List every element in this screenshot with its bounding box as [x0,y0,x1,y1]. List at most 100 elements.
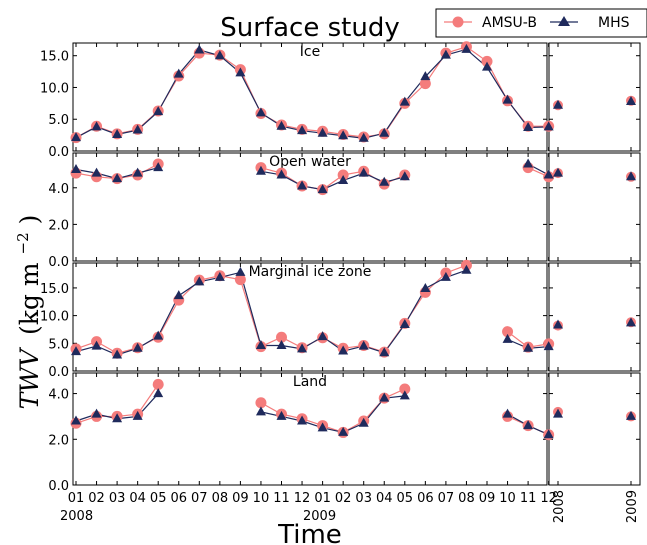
amsu-b-point [234,274,246,286]
mhs-point [523,420,534,430]
side-mhs-point [553,408,563,418]
panel-label: Ice [300,44,320,60]
panel-marginal-ice-zone: 0.0 5.0 10.0 15.0 Marginal ice zone [40,259,641,380]
mhs-point [461,264,472,274]
x-tick-label: 06 [170,491,187,506]
panel-label: Marginal ice zone [249,264,372,280]
mhs-point [132,410,143,420]
mhs-point [523,342,534,352]
x-tick-label: 04 [129,491,146,506]
panel-label: Land [293,374,327,390]
side-x-tick-label: 2009 [625,490,640,523]
side-panel-frame [548,262,641,372]
panel-land: 0.0 2.0 4.0 Land [48,372,641,494]
mhs-point [358,132,369,142]
mhs-point [297,415,308,425]
y-tick-label: 10.0 [40,81,69,96]
mhs-point [276,410,287,420]
mhs-point [112,349,123,359]
x-tick-label: 11 [520,491,537,506]
side-panel-frame [548,372,641,486]
mhs-point [379,392,390,402]
amsu-b-point [481,55,493,67]
x-tick-label: 02 [335,491,352,506]
y-tick-label: 5.0 [48,337,69,352]
year-label-2008: 2008 [60,509,93,524]
mhs-point [338,426,349,436]
mhs-point [276,169,287,179]
amsu-b-point [419,78,431,90]
y-axis-label-close: ) [15,215,44,225]
year-label-2009: 2009 [303,509,336,524]
mhs-point [71,346,81,356]
mhs-point [235,266,246,276]
amsu-b-point [502,326,514,338]
mhs-point [255,340,266,350]
x-tick-label: 03 [355,491,372,506]
x-tick-label: 09 [232,491,249,506]
x-tick-label: 05 [397,491,414,506]
side-mhs-point [553,99,563,109]
mhs-point [132,124,143,134]
panels: 0.0 5.0 10.0 15.0 Ice 0.0 2.0 4.0 Open water 0.0 5… [40,41,641,494]
legend: AMSU-B MHS [435,8,647,38]
mhs-point [255,107,266,117]
mhs-point [543,169,554,179]
panel-ice: 0.0 5.0 10.0 15.0 Ice [40,41,641,160]
mhs-point [399,171,410,181]
legend-marker-amsu [452,16,464,28]
mhs-point [543,429,554,439]
mhs-point [71,415,81,425]
mhs-point [420,282,431,292]
y-tick-label: 2.0 [48,433,69,448]
x-tick-label: 12 [294,491,311,506]
mhs-point [317,184,328,194]
mhs-point [91,121,102,131]
mhs-point [482,61,492,71]
mhs-point [399,96,410,106]
mhs-point [502,333,513,343]
y-tick-label: 0.0 [48,255,69,270]
side-mhs-point [553,319,563,329]
mhs-point [91,167,102,177]
mhs-point [523,158,534,168]
panel-frame [72,372,548,486]
mhs-point [358,417,369,427]
mhs-point [297,343,308,353]
y-tick-label: 2.0 [48,218,69,233]
x-tick-label: 12 [540,491,557,506]
x-tick-label: 07 [438,491,455,506]
x-tick-label: 08 [458,491,475,506]
mhs-point [338,174,349,184]
x-tick-label: 08 [212,491,229,506]
amsu-b-point [255,397,267,409]
mhs-point [502,94,513,104]
mhs-point [440,49,451,59]
mhs-point [379,347,390,357]
mhs-point [173,68,184,78]
mhs-point [276,340,287,350]
panel-frame [72,42,548,152]
y-axis-label: TWV (kg m −2 ) [5,215,44,410]
mhs-point [297,180,308,190]
mhs-point [153,106,164,116]
mhs-point [255,165,266,175]
y-axis-label-main: TWV [15,346,44,409]
mhs-point [235,67,246,77]
mhs-point [153,162,164,172]
mhs-point [420,71,431,81]
mhs-point [112,173,123,183]
mhs-point [91,408,102,418]
y-tick-label: 15.0 [40,50,69,65]
x-tick-label: 10 [253,491,270,506]
side-mhs-point [626,410,636,420]
mhs-point [358,340,369,350]
panel-frame [72,262,548,372]
mhs-point [317,127,328,137]
x-tick-label: 03 [109,491,126,506]
mhs-point [543,121,554,131]
mhs-point [194,276,205,286]
amsu-b-point [399,383,411,395]
x-axis-label: Time [277,520,342,545]
